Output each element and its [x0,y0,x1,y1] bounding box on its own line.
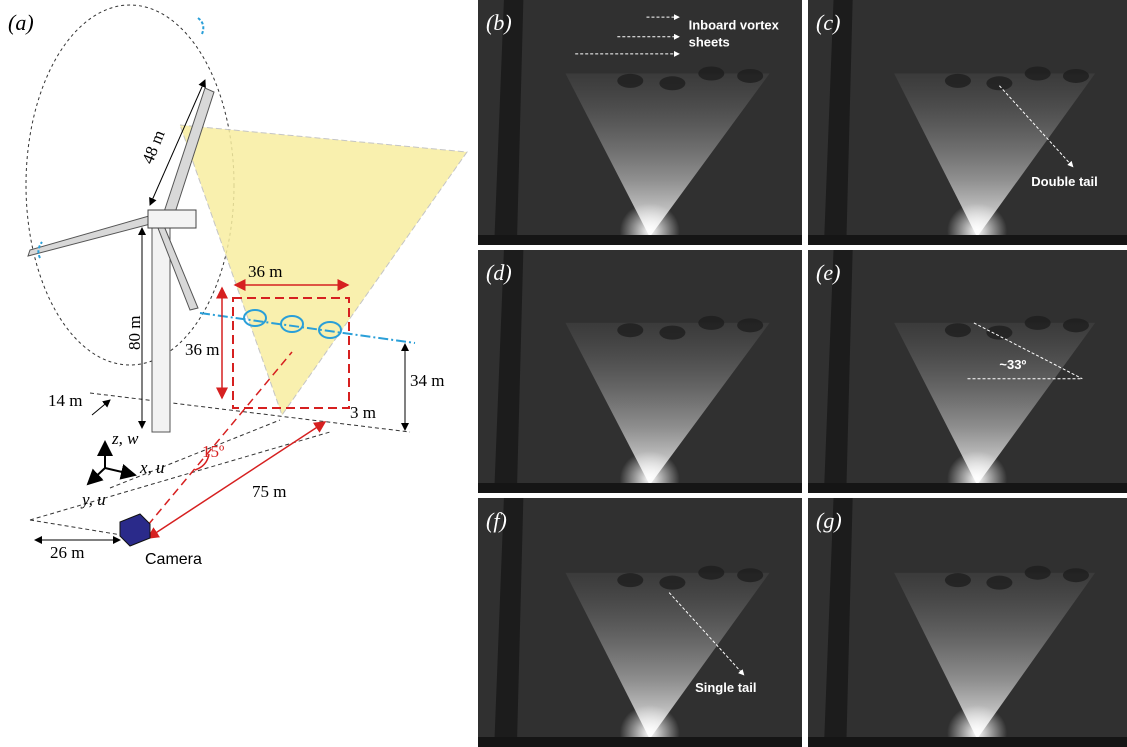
vortex [659,326,685,340]
vortex [698,566,724,580]
panel-label: (b) [486,10,512,35]
axis-label: y, u [80,490,106,509]
ground-strip [808,235,1127,245]
dim-label: 36 m [248,262,282,281]
dim-label: 36 m [185,340,219,359]
ground-strip [478,235,802,245]
dim-arrow [148,422,325,538]
dim-arrow [92,400,110,415]
vortex [698,316,724,330]
panel-label: (a) [8,10,34,35]
vortex [617,573,643,587]
ground-strip [808,483,1127,493]
axis-label: z, w [111,429,139,448]
annotation: Double tail [1031,174,1097,189]
photo: (e) ~33º [808,250,1127,507]
annotation: Inboard vortex [689,17,780,32]
photo: (c) Double tail [808,0,1127,259]
ground-strip [478,483,802,493]
vortex [1025,316,1051,330]
dim-label: 80 m [125,316,144,350]
vortex [1063,568,1089,582]
vortex [986,76,1012,90]
panel-label: (f) [486,508,507,533]
vortex [945,573,971,587]
vortex [1025,67,1051,81]
camera-icon [120,514,150,546]
dim-label: 75 m [252,482,286,501]
ground-strip [808,737,1127,747]
photo-grid: (b) Inboard vortex sheets (c) Double tail (d)… [478,0,1127,747]
vortex [986,576,1012,590]
panel-label: (d) [486,260,512,285]
dim-label: 48 m [138,127,169,166]
vortex [737,69,763,83]
vortex [1063,318,1089,332]
rotation-arrow [198,18,203,34]
photo: (f) Single tail [478,498,802,747]
dim-label: 3 m [350,403,376,422]
photo: (g) [808,498,1127,747]
annotation: Single tail [695,680,756,695]
dim-label: 34 m [410,371,444,390]
ground-strip [478,737,802,747]
vortex [986,326,1012,340]
vortex [1063,69,1089,83]
vortex [737,318,763,332]
panel-label: (e) [816,260,840,285]
camera-label: Camera [145,551,202,568]
vortex [737,568,763,582]
diagram: (a) 36 m 36 m 34 m 14 m 3 m 75 m 26 m 80… [8,5,467,568]
dim-label: 14 m [48,391,82,410]
tower [152,222,170,432]
panel-label: (g) [816,508,842,533]
annotation: sheets [689,34,730,49]
figure: (a) 36 m 36 m 34 m 14 m 3 m 75 m 26 m 80… [0,0,1127,747]
dim-label: 26 m [50,543,84,562]
photo: (b) Inboard vortex sheets [478,0,802,259]
blade [28,214,158,256]
axis-label: x, u [139,458,165,477]
photo: (d) [478,250,802,507]
annotation: ~33º [999,357,1026,372]
vortex [659,76,685,90]
vortex [945,74,971,88]
panel-label: (c) [816,10,840,35]
vortex [1025,566,1051,580]
axes [88,442,135,484]
vortex [617,323,643,337]
vortex [945,323,971,337]
angle-label: 15º [202,442,224,461]
nacelle [148,210,196,228]
vortex [698,67,724,81]
vortex [659,576,685,590]
vortex [617,74,643,88]
